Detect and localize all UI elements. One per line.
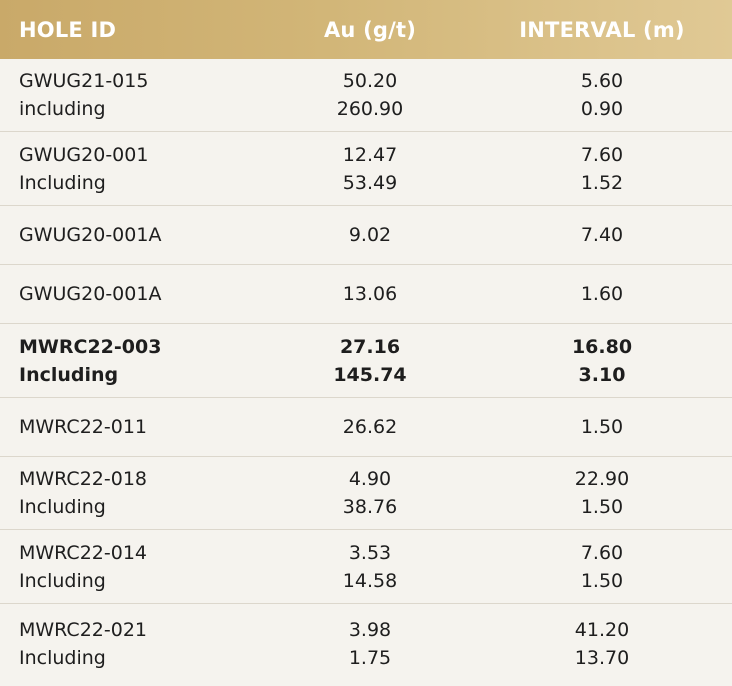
au-cell-line: 260.90 bbox=[336, 98, 404, 120]
au-cell: 50.20 260.90 bbox=[268, 67, 472, 123]
au-cell-line: 13.06 bbox=[342, 283, 398, 305]
table-row: GWUG21-015 including 50.20 260.90 5.60 0.90 bbox=[0, 59, 732, 132]
au-cell-line: 27.16 bbox=[339, 335, 401, 358]
interval-cell: 41.20 13.70 bbox=[472, 616, 732, 672]
table-row: MWRC22-021 Including 3.98 1.75 41.20 13.70 bbox=[0, 604, 732, 684]
hole-id-cell: MWRC22-021 Including bbox=[0, 616, 268, 672]
au-cell-line: 53.49 bbox=[342, 171, 398, 194]
hole-id-cell-line: Including bbox=[19, 647, 106, 669]
interval-cell-line: 1.50 bbox=[580, 569, 624, 592]
table-row: GWUG20-001 Including 12.47 53.49 7.60 1.52 bbox=[0, 132, 732, 206]
table-row: GWUG20-001A 9.02 7.40 bbox=[0, 206, 732, 265]
hole-id-cell: GWUG20-001A bbox=[0, 280, 268, 308]
interval-cell-line: 1.60 bbox=[580, 283, 624, 305]
table-row: MWRC22-003 Including 27.16 145.74 16.80 3.10 bbox=[0, 324, 732, 398]
header-hole-id: HOLE ID bbox=[19, 17, 117, 42]
interval-cell-line: 7.60 bbox=[580, 541, 624, 564]
header-interval: INTERVAL (m) bbox=[519, 17, 685, 42]
au-cell: 26.62 bbox=[268, 413, 472, 441]
au-cell-line: 3.53 bbox=[348, 541, 392, 564]
hole-id-cell-line: MWRC22-011 bbox=[19, 416, 147, 438]
hole-id-cell-line: MWRC22-021 bbox=[19, 619, 147, 641]
table-row: MWRC22-014 Including 3.53 14.58 7.60 1.50 bbox=[0, 530, 732, 604]
hole-id-cell-line: Including bbox=[19, 171, 106, 194]
interval-cell-line: 7.60 bbox=[580, 143, 624, 166]
interval-cell-line: 7.40 bbox=[580, 224, 624, 246]
au-cell-line: 1.75 bbox=[348, 647, 392, 669]
hole-id-cell-line: GWUG20-001 bbox=[19, 143, 149, 166]
interval-cell-line: 16.80 bbox=[571, 335, 633, 358]
interval-cell-line: 1.52 bbox=[580, 171, 624, 194]
au-cell-line: 26.62 bbox=[342, 416, 398, 438]
interval-cell-line: 5.60 bbox=[580, 70, 624, 92]
table-row: MWRC22-011 26.62 1.50 bbox=[0, 398, 732, 457]
au-cell-line: 14.58 bbox=[342, 569, 398, 592]
hole-id-cell-line: GWUG20-001A bbox=[19, 283, 162, 305]
au-cell: 3.98 1.75 bbox=[268, 616, 472, 672]
hole-id-cell-line: MWRC22-018 bbox=[19, 468, 147, 490]
au-cell-line: 38.76 bbox=[342, 496, 398, 518]
hole-id-cell-line: GWUG21-015 bbox=[19, 70, 149, 92]
hole-id-cell: MWRC22-003 Including bbox=[0, 333, 268, 389]
interval-cell-line: 1.50 bbox=[580, 416, 624, 438]
hole-id-cell-line: Including bbox=[19, 363, 119, 386]
hole-id-cell-line: including bbox=[19, 98, 106, 120]
interval-cell: 7.60 1.50 bbox=[472, 539, 732, 595]
hole-id-cell-line: Including bbox=[19, 569, 106, 592]
table-body: GWUG21-015 including 50.20 260.90 5.60 0.90 GW… bbox=[0, 59, 732, 684]
au-cell-line: 145.74 bbox=[333, 363, 407, 386]
header-au: Au (g/t) bbox=[323, 17, 417, 42]
au-cell: 9.02 bbox=[268, 221, 472, 249]
au-cell: 13.06 bbox=[268, 280, 472, 308]
interval-cell: 1.60 bbox=[472, 280, 732, 308]
interval-cell-line: 41.20 bbox=[574, 619, 630, 641]
hole-id-cell: GWUG20-001 Including bbox=[0, 141, 268, 197]
au-cell-line: 12.47 bbox=[342, 143, 398, 166]
au-cell: 3.53 14.58 bbox=[268, 539, 472, 595]
au-cell: 27.16 145.74 bbox=[268, 333, 472, 389]
interval-cell: 7.60 1.52 bbox=[472, 141, 732, 197]
hole-id-cell: GWUG21-015 including bbox=[0, 67, 268, 123]
hole-id-cell-line: MWRC22-003 bbox=[19, 335, 162, 358]
hole-id-cell: GWUG20-001A bbox=[0, 221, 268, 249]
hole-id-cell: MWRC22-018 Including bbox=[0, 465, 268, 521]
table-row: GWUG20-001A 13.06 1.60 bbox=[0, 265, 732, 324]
hole-id-cell-line: MWRC22-014 bbox=[19, 541, 147, 564]
table-header: HOLE ID Au (g/t) INTERVAL (m) bbox=[0, 0, 732, 59]
hole-id-cell: MWRC22-014 Including bbox=[0, 539, 268, 595]
interval-cell-line: 13.70 bbox=[574, 647, 630, 669]
interval-cell: 5.60 0.90 bbox=[472, 67, 732, 123]
interval-cell-line: 0.90 bbox=[580, 98, 624, 120]
au-cell-line: 4.90 bbox=[348, 468, 392, 490]
interval-cell-line: 3.10 bbox=[578, 363, 626, 386]
interval-cell: 7.40 bbox=[472, 221, 732, 249]
au-cell: 4.90 38.76 bbox=[268, 465, 472, 521]
interval-cell: 16.80 3.10 bbox=[472, 333, 732, 389]
hole-id-cell: MWRC22-011 bbox=[0, 413, 268, 441]
hole-id-cell-line: Including bbox=[19, 496, 106, 518]
au-cell-line: 50.20 bbox=[342, 70, 398, 92]
interval-cell: 1.50 bbox=[472, 413, 732, 441]
table-row: MWRC22-018 Including 4.90 38.76 22.90 1.50 bbox=[0, 457, 732, 530]
au-cell: 12.47 53.49 bbox=[268, 141, 472, 197]
interval-cell: 22.90 1.50 bbox=[472, 465, 732, 521]
interval-cell-line: 1.50 bbox=[580, 496, 624, 518]
au-cell-line: 3.98 bbox=[348, 619, 392, 641]
hole-id-cell-line: GWUG20-001A bbox=[19, 224, 162, 246]
interval-cell-line: 22.90 bbox=[574, 468, 630, 490]
au-cell-line: 9.02 bbox=[348, 224, 392, 246]
